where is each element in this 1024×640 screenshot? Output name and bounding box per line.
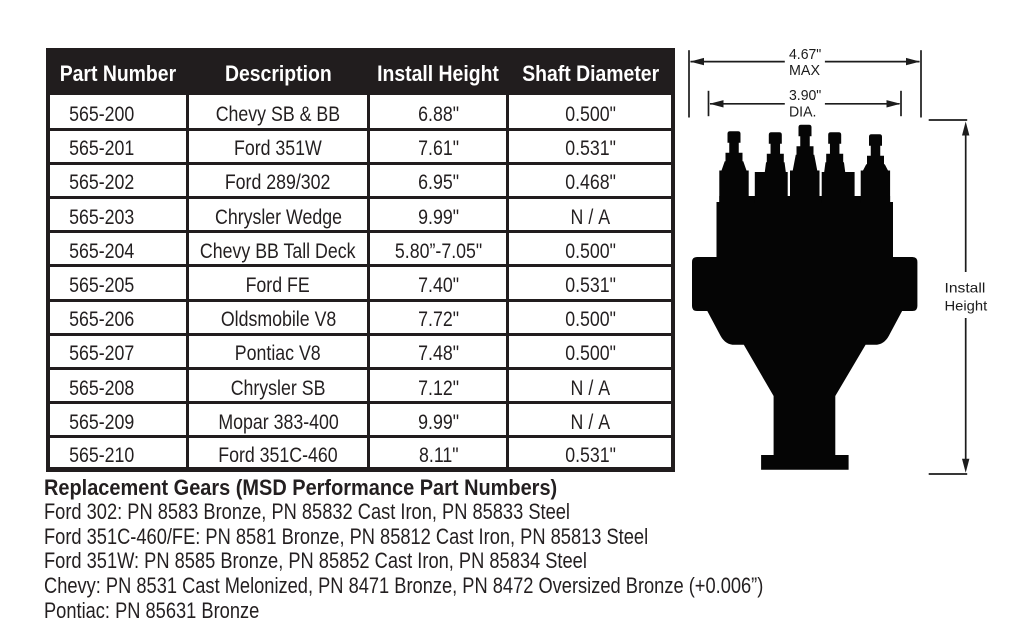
- svg-text:DIA.: DIA.: [789, 104, 816, 121]
- svg-text:4.67": 4.67": [789, 46, 821, 63]
- svg-text:Install: Install: [945, 280, 986, 296]
- svg-text:3.90": 3.90": [789, 87, 821, 104]
- svg-text:MAX: MAX: [789, 62, 820, 79]
- svg-text:Height: Height: [945, 298, 988, 314]
